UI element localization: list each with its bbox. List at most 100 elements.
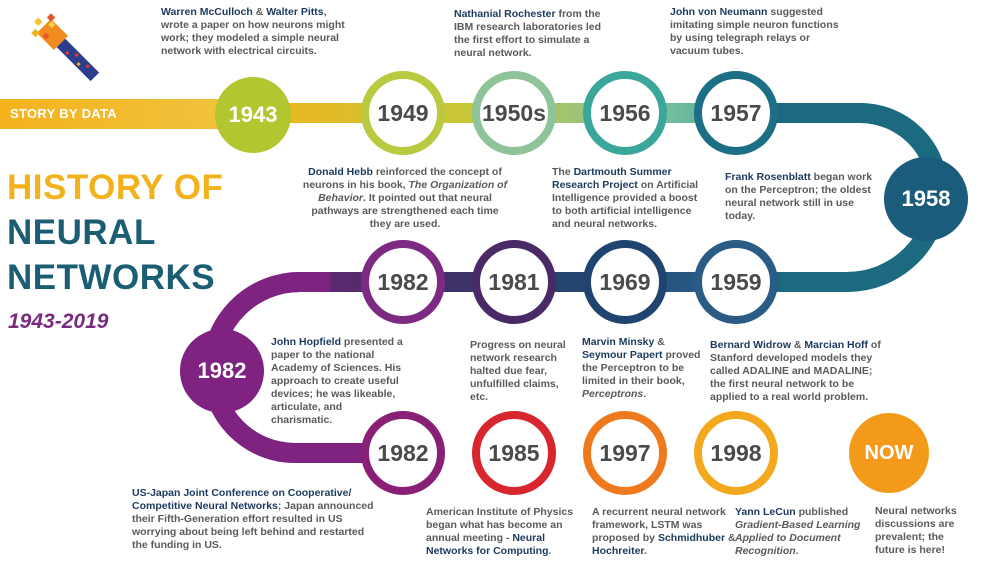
desc-1969-person-1: Marvin Minsky (582, 336, 655, 348)
desc-1998-paper: Gradient-Based Learning Applied to Docum… (735, 519, 861, 557)
milestone-1982-third-label: 1982 (377, 439, 429, 466)
desc-1959-text: of Stanford developed models they called… (710, 339, 881, 403)
milestone-1982-first-label: 1982 (377, 268, 429, 295)
desc-1958: Frank Rosenblatt began work on the Perce… (725, 171, 875, 223)
desc-1997-person-2: Hochreiter (592, 545, 644, 557)
desc-1958-text: began work on the Perceptron; the oldest… (725, 171, 873, 222)
desc-1959-amp: & (791, 339, 805, 351)
desc-1949-text-2: . It pointed out that neural pathways ar… (311, 192, 499, 230)
milestone-now: NOW (849, 413, 929, 493)
logo-icon (31, 13, 100, 82)
milestone-1956-label: 1956 (599, 99, 651, 126)
desc-1958-person: Frank Rosenblatt (725, 171, 811, 183)
milestone-1981: 1981 (472, 240, 556, 324)
milestone-1985: 1985 (472, 411, 556, 495)
desc-1998-text-2: . (795, 545, 799, 557)
desc-1950s-person: Nathanial Rochester (454, 8, 556, 20)
banner-label: STORY BY DATA (10, 106, 117, 121)
milestone-1969-label: 1969 (599, 268, 651, 295)
desc-1949: Donald Hebb reinforced the concept of ne… (300, 166, 510, 231)
desc-1949-person: Donald Hebb (308, 166, 373, 178)
desc-1949-book: The Organization of Behavior (318, 179, 508, 204)
milestone-1982-third: 1982 (361, 411, 445, 495)
milestone-1956: 1956 (583, 71, 667, 155)
desc-1969: Marvin Minsky & Seymour Papert proved th… (582, 336, 707, 401)
desc-1949-text: reinforced the concept of neurons in his… (302, 166, 502, 191)
desc-1982-hopfield: John Hopfield presented a paper to the n… (271, 336, 406, 427)
desc-1997-person-1: Schmidhuber (657, 532, 726, 544)
desc-1982-conference-title: US-Japan Joint Conference on Cooperative… (132, 487, 352, 512)
milestone-now-label: NOW (864, 441, 914, 464)
milestone-1985-label: 1985 (488, 439, 540, 466)
milestone-1981-label: 1981 (488, 268, 540, 295)
desc-1943-person-1: Warren McCulloch (161, 6, 253, 18)
milestone-1943-label: 1943 (228, 102, 278, 127)
desc-1981-text: Progress on neural network research halt… (470, 339, 566, 403)
milestone-1982-first: 1982 (361, 240, 445, 324)
milestone-1982-second: 1982 (180, 329, 264, 413)
desc-1985-text: American Institute of Physics began what… (426, 506, 574, 544)
desc-1959-person-1: Bernard Widrow (710, 339, 791, 351)
desc-1956-project: Dartmouth Summer Research Project (552, 166, 672, 191)
title-line-2: NEURAL (7, 213, 156, 252)
milestone-1949-label: 1949 (377, 99, 429, 126)
desc-1950s-text: from the IBM research laboratories led t… (454, 8, 602, 59)
desc-1959: Bernard Widrow & Marcian Hoff of Stanfor… (710, 339, 890, 404)
desc-1969-amp: & (654, 336, 665, 348)
milestone-1969: 1969 (583, 240, 667, 324)
desc-1969-book: Perceptrons (582, 388, 644, 400)
desc-1981: Progress on neural network research halt… (470, 339, 573, 404)
milestone-1997-label: 1997 (599, 439, 651, 466)
title-line-3: NETWORKS (7, 258, 216, 297)
desc-1982-conference: US-Japan Joint Conference on Cooperative… (132, 487, 382, 552)
desc-1997-amp: & (725, 532, 736, 544)
desc-1997-text-2: . (643, 545, 647, 557)
milestone-1949: 1949 (361, 71, 445, 155)
desc-1943: Warren McCulloch & Walter Pitts, wrote a… (161, 6, 351, 58)
desc-1950s: Nathanial Rochester from the IBM researc… (454, 8, 614, 60)
milestone-1959-label: 1959 (710, 268, 762, 295)
desc-1943-text: , wrote a paper on how neurons might wor… (161, 6, 345, 57)
desc-1997-text: A recurrent neural network framework, LS… (592, 506, 726, 544)
title-line-1: HISTORY OF (7, 168, 224, 207)
desc-1969-text-2: . (643, 388, 647, 400)
desc-1998: Yann LeCun published Gradient-Based Lear… (735, 506, 870, 558)
desc-1969-person-2: Seymour Papert (582, 349, 663, 361)
desc-1959-person-2: Marcian Hoff (804, 339, 869, 351)
milestone-1982-second-label: 1982 (197, 358, 247, 383)
desc-1969-text: proved the Perceptron to be limited in t… (582, 349, 701, 387)
milestone-1958: 1958 (884, 157, 968, 241)
desc-1982-conference-text: ; Japan announced their Fifth-Generation… (132, 500, 374, 551)
desc-1956-pre: The (552, 166, 574, 178)
desc-1943-amp: & (252, 6, 267, 18)
desc-1956-text: on Artificial Intelligence provided a bo… (552, 179, 699, 230)
milestone-1957-label: 1957 (710, 99, 762, 126)
milestone-1958-label: 1958 (901, 186, 951, 211)
desc-1943-person-2: Walter Pitts (266, 6, 324, 18)
desc-1985-meeting: Neural Networks for Computing (426, 532, 549, 557)
desc-now-text: Neural networks discussions are prevalen… (875, 505, 957, 556)
milestone-1997: 1997 (583, 411, 667, 495)
desc-1957-text: suggested imitating simple neuron functi… (670, 6, 839, 57)
milestone-1957: 1957 (694, 71, 778, 155)
desc-1985-text-2: . (548, 545, 552, 557)
milestone-1998: 1998 (694, 411, 778, 495)
milestone-1959: 1959 (694, 240, 778, 324)
milestone-1950s-label: 1950s (482, 99, 546, 126)
milestone-1943: 1943 (215, 77, 291, 153)
desc-1985: American Institute of Physics began what… (426, 506, 576, 558)
desc-1957: John von Neumann suggested imitating sim… (670, 6, 850, 58)
desc-1956: The Dartmouth Summer Research Project on… (552, 166, 707, 231)
milestone-1998-label: 1998 (710, 439, 762, 466)
desc-1998-person: Yann LeCun (735, 506, 796, 518)
desc-1982-hopfield-person: John Hopfield (271, 336, 341, 348)
desc-1997: A recurrent neural network framework, LS… (592, 506, 737, 558)
desc-1982-hopfield-text: presented a paper to the national Academ… (271, 336, 403, 426)
desc-1998-text: published (795, 506, 849, 518)
milestone-1950s: 1950s (472, 71, 556, 155)
title-years: 1943-2019 (8, 310, 109, 333)
desc-now: Neural networks discussions are prevalen… (875, 505, 975, 557)
story-by-data-banner: STORY BY DATA (0, 99, 230, 129)
desc-1957-person: John von Neumann (670, 6, 768, 18)
